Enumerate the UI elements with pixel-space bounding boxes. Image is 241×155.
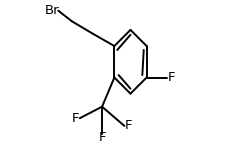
Text: Br: Br: [45, 4, 60, 17]
Text: F: F: [72, 112, 80, 125]
Text: F: F: [124, 119, 132, 132]
Text: F: F: [168, 71, 176, 84]
Text: F: F: [98, 131, 106, 144]
